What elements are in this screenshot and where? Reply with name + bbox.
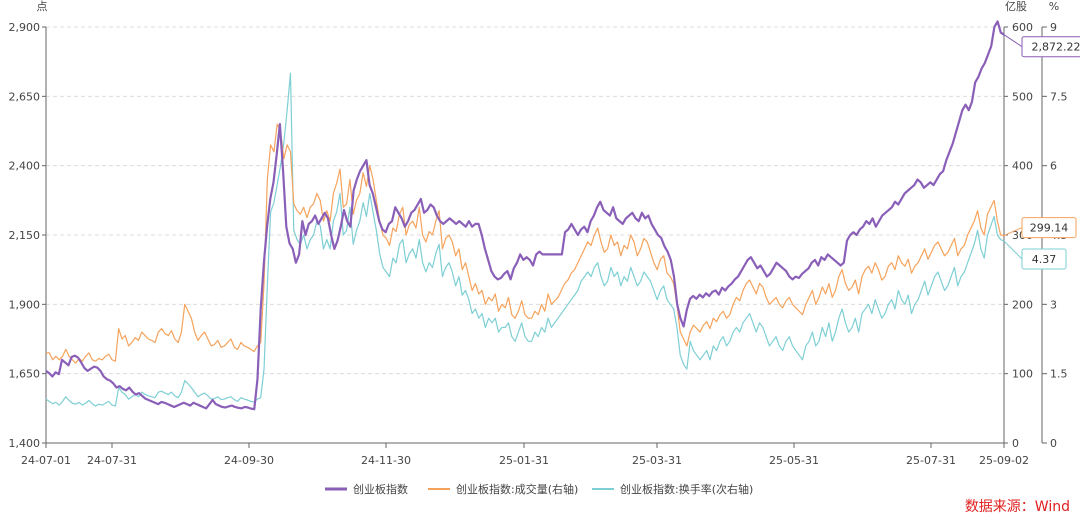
right2-axis-unit: % bbox=[1049, 0, 1059, 13]
series-line-1 bbox=[46, 123, 1005, 364]
x-tick-label: 25-07-31 bbox=[906, 454, 956, 467]
left-tick-label: 1,900 bbox=[9, 298, 41, 311]
right-tick-label: 400 bbox=[1012, 160, 1033, 173]
series-line-0 bbox=[45, 20, 1005, 411]
left-tick-label: 2,400 bbox=[9, 160, 41, 173]
right2-tick-label: 0 bbox=[1050, 437, 1057, 450]
callout-value: 2,872.22 bbox=[1032, 41, 1080, 54]
right-tick-label: 0 bbox=[1012, 437, 1019, 450]
series-line-2 bbox=[45, 72, 1005, 407]
right2-tick-label: 3 bbox=[1050, 298, 1057, 311]
callout-value: 4.37 bbox=[1032, 253, 1057, 266]
legend-item-1[interactable]: 创业板指数:成交量(右轴) bbox=[428, 482, 578, 496]
legend-item-0[interactable]: 创业板指数 bbox=[325, 482, 408, 496]
x-tick-label: 25-01-31 bbox=[499, 454, 549, 467]
right-tick-label: 100 bbox=[1012, 368, 1033, 381]
right2-tick-label: 6 bbox=[1050, 160, 1057, 173]
callout-box bbox=[1021, 248, 1067, 270]
left-tick-label: 1,400 bbox=[9, 437, 41, 450]
last-value-callouts: 2,872.22 299.14 4.37 bbox=[1003, 34, 1080, 270]
right-tick-label: 200 bbox=[1012, 298, 1033, 311]
legend-label: 创业板指数:换手率(次右轴) bbox=[620, 482, 753, 496]
left-tick-label: 1,650 bbox=[9, 368, 41, 381]
right-tick-label: 600 bbox=[1012, 21, 1033, 34]
right2-tick-label: 7.5 bbox=[1050, 90, 1068, 103]
source-label: 数据来源：Wind bbox=[964, 499, 1070, 515]
callout-box bbox=[1021, 217, 1077, 239]
x-tick-label: 25-09-02 bbox=[979, 454, 1029, 467]
legend-label: 创业板指数 bbox=[353, 482, 408, 496]
legend-label: 创业板指数:成交量(右轴) bbox=[456, 482, 578, 496]
right2-tick-label: 9 bbox=[1050, 21, 1057, 34]
x-tick-label: 24-09-30 bbox=[224, 454, 274, 467]
callout-connector bbox=[1003, 34, 1023, 48]
callout-connector bbox=[1003, 227, 1023, 237]
left-tick-label: 2,150 bbox=[9, 229, 41, 242]
x-tick-label: 24-11-30 bbox=[361, 454, 411, 467]
grid-lines bbox=[46, 26, 1004, 375]
legend-item-2[interactable]: 创业板指数:换手率(次右轴) bbox=[592, 482, 753, 496]
legend[interactable]: 创业板指数 创业板指数:成交量(右轴) 创业板指数:换手率(次右轴) bbox=[325, 482, 753, 496]
x-tick-label: 24-07-31 bbox=[87, 454, 137, 467]
right2-tick-label: 1.5 bbox=[1050, 368, 1068, 381]
x-tick-label: 25-03-31 bbox=[632, 454, 682, 467]
x-tick-label: 24-07-01 bbox=[21, 454, 71, 467]
left-tick-label: 2,900 bbox=[9, 21, 41, 34]
callout-box bbox=[1021, 36, 1080, 58]
left-tick-label: 2,650 bbox=[9, 90, 41, 103]
series-group bbox=[45, 20, 1005, 411]
callout-connector bbox=[1003, 240, 1023, 260]
right-axis-unit: 亿股 bbox=[1005, 0, 1027, 13]
x-tick-label: 25-05-31 bbox=[769, 454, 819, 467]
callout-value: 299.14 bbox=[1030, 222, 1069, 235]
left-axis-unit: 点 bbox=[37, 0, 48, 13]
right-tick-label: 500 bbox=[1012, 90, 1033, 103]
axes: 1,400 1,650 1,900 2,150 2,400 2,650 2,900 0 100 2… bbox=[9, 21, 1068, 467]
